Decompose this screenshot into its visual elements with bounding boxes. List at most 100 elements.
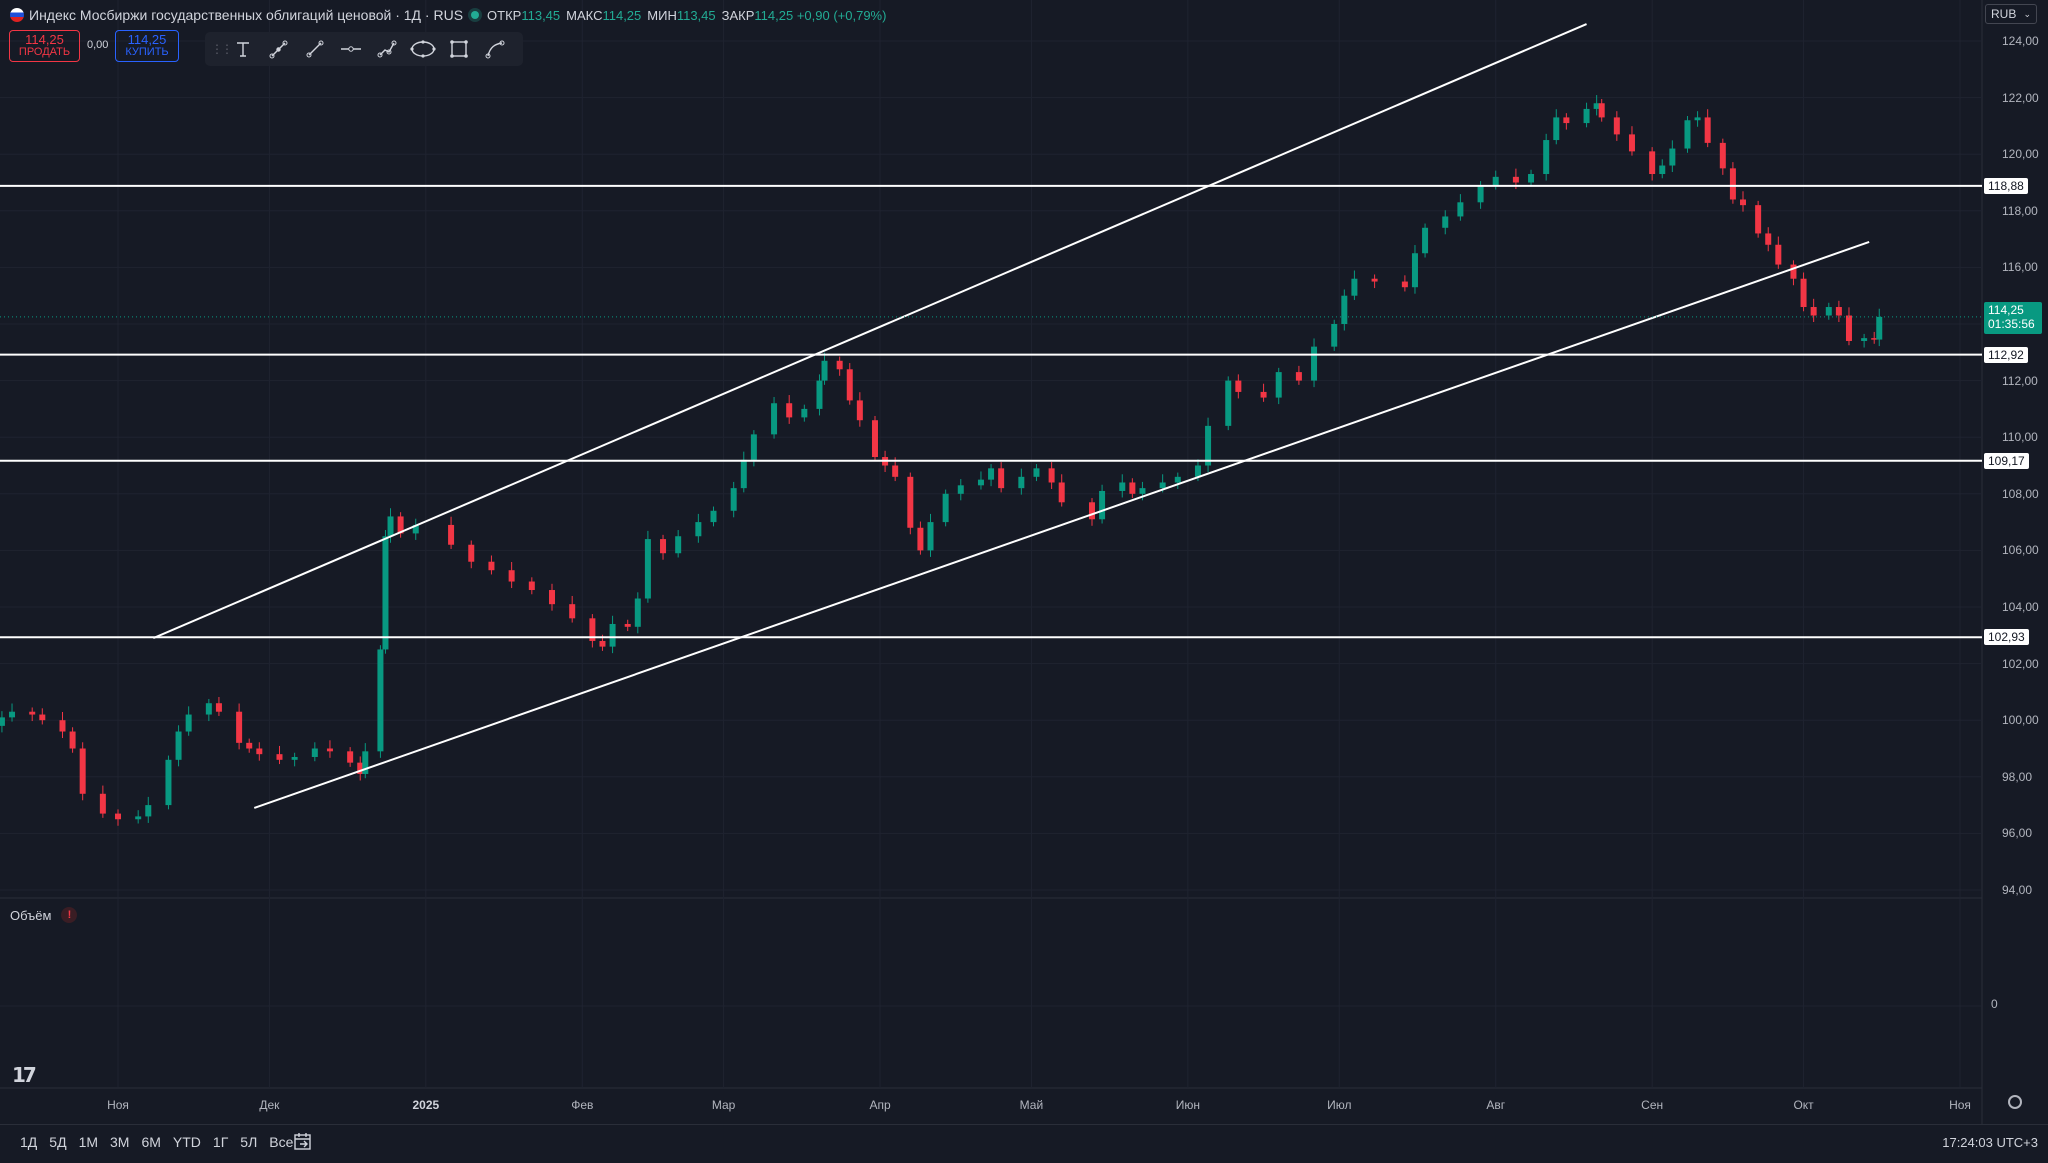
time-tick-label: Ноя [107, 1098, 129, 1112]
candle-body [1583, 108, 1590, 124]
candle-body [1088, 502, 1095, 520]
level-price-tag: 118,88 [1984, 177, 2028, 194]
rectangle-tool-icon[interactable] [441, 34, 477, 64]
candle-body [988, 468, 995, 480]
settings-gear-icon[interactable] [2008, 1095, 2022, 1109]
level-price-tag: 102,93 [1984, 629, 2029, 646]
candle-body [1613, 117, 1620, 135]
range-button[interactable]: YTD [172, 1134, 201, 1150]
tradingview-logo[interactable]: 𝟭𝟳 [12, 1063, 37, 1087]
symbol-header[interactable]: Индекс Мосбиржи государственных облигаци… [10, 5, 886, 25]
candle-body [836, 360, 843, 370]
horizontal-ray-tool-icon[interactable] [333, 34, 369, 64]
candle-body [1739, 199, 1746, 206]
candle-body [927, 522, 934, 551]
price-tick-label: 122,00 [2002, 90, 2039, 105]
sell-button[interactable]: 114,25 ПРОДАТЬ [9, 30, 80, 62]
candle-body [1800, 278, 1807, 308]
buy-button[interactable]: 114,25 КУПИТЬ [115, 30, 179, 62]
candle-body [1139, 488, 1146, 494]
candle-body [589, 618, 596, 641]
candle-body [1593, 103, 1600, 109]
candle-body [821, 360, 828, 381]
candle-body [1719, 142, 1726, 169]
ellipse-tool-icon[interactable] [405, 34, 441, 64]
candle-body [1341, 295, 1348, 324]
range-button[interactable]: 1М [78, 1134, 99, 1150]
chevron-down-icon: ⌄ [2023, 8, 2031, 19]
candle-body [205, 703, 212, 715]
candle-body [1649, 151, 1656, 175]
arrow-line-tool-icon[interactable] [261, 34, 297, 64]
candle-body [1825, 307, 1832, 316]
price-tick-label: 108,00 [2002, 486, 2039, 501]
price-tick-label: 110,00 [2002, 430, 2038, 445]
candle-body [1351, 278, 1358, 296]
buy-price: 114,25 [127, 32, 167, 47]
candle-body [1684, 120, 1691, 149]
candle-body [1563, 117, 1570, 124]
level-price-tag: 109,17 [1984, 452, 2029, 469]
candle-body [357, 762, 364, 774]
candle-body [1119, 482, 1126, 491]
ohlc-key: ОТКР [487, 7, 522, 23]
range-button[interactable]: 1Г [212, 1134, 229, 1150]
path-tool-icon[interactable] [369, 34, 405, 64]
candle-body [387, 516, 394, 537]
range-button[interactable]: 6М [141, 1134, 161, 1150]
candle-body [1775, 244, 1782, 265]
curve-tool-icon[interactable] [477, 34, 513, 64]
candle-body [786, 403, 793, 418]
ohlc-item: МАКС114,25 [566, 8, 641, 23]
warning-icon[interactable]: ! [61, 907, 78, 923]
range-button[interactable]: 1Д [20, 1134, 38, 1150]
candle-body [1295, 372, 1302, 381]
time-tick-label: Апр [869, 1098, 891, 1112]
candle-body [468, 544, 475, 562]
candle-body [488, 561, 495, 571]
time-tick-label: Окт [1793, 1098, 1814, 1112]
bar-countdown: 01:35:56 [1988, 316, 2035, 331]
candle-body [508, 570, 515, 582]
candle-body [99, 793, 106, 814]
candle-body [145, 805, 152, 817]
time-tick-label: Дек [259, 1098, 280, 1112]
candle-body [311, 748, 318, 757]
ohlc-value: 113,45 [676, 7, 716, 23]
candle-body [549, 590, 556, 605]
candle-body [382, 536, 389, 650]
volume-legend[interactable]: Объём ! [10, 907, 78, 923]
ohlc-value: 114,25 [602, 7, 642, 23]
candle-body [1422, 227, 1429, 254]
candle-body [1512, 176, 1519, 183]
range-button[interactable]: 5Д [49, 1134, 67, 1150]
go-to-date-icon[interactable] [292, 1131, 314, 1153]
candle-body [185, 714, 192, 732]
candle-body [695, 522, 702, 537]
range-button[interactable]: 5Л [240, 1134, 258, 1150]
ohlc-value: 113,45 [521, 7, 561, 23]
candle-body [135, 816, 142, 820]
trend-line [253, 240, 1870, 809]
candle-body [750, 434, 757, 460]
price-tick-label: 106,00 [2002, 543, 2039, 558]
drag-handle-icon[interactable]: ⋮⋮ [211, 42, 233, 56]
clock[interactable]: 17:24:03 UTC+3 [1942, 1135, 2038, 1150]
text-tool-icon[interactable] [225, 34, 261, 64]
candle-body [998, 468, 1005, 489]
candle-body [569, 604, 576, 619]
candle-body [215, 703, 222, 712]
trend-line-tool-icon[interactable] [297, 34, 333, 64]
range-button[interactable]: 3М [110, 1134, 130, 1150]
candle-body [1598, 103, 1605, 118]
candle-body [1835, 307, 1842, 316]
candle-body [79, 748, 86, 794]
ohlc-key: МИН [647, 7, 677, 23]
candle-body [624, 623, 631, 627]
currency-selector[interactable]: RUB ⌄ [1985, 4, 2037, 24]
range-button[interactable]: Все [269, 1134, 294, 1150]
candle-body [1871, 338, 1878, 340]
candle-body [1755, 205, 1762, 234]
candle-body [907, 476, 914, 528]
